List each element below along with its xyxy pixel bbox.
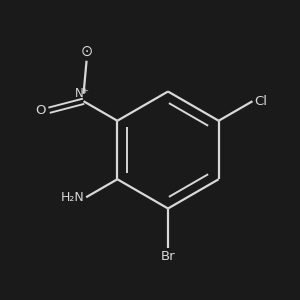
Text: Cl: Cl <box>254 95 267 108</box>
Text: O: O <box>36 104 46 117</box>
Text: H₂N: H₂N <box>61 191 85 204</box>
Text: N⁺: N⁺ <box>75 87 89 100</box>
Text: ⊙: ⊙ <box>80 44 93 59</box>
Text: Br: Br <box>161 250 175 263</box>
